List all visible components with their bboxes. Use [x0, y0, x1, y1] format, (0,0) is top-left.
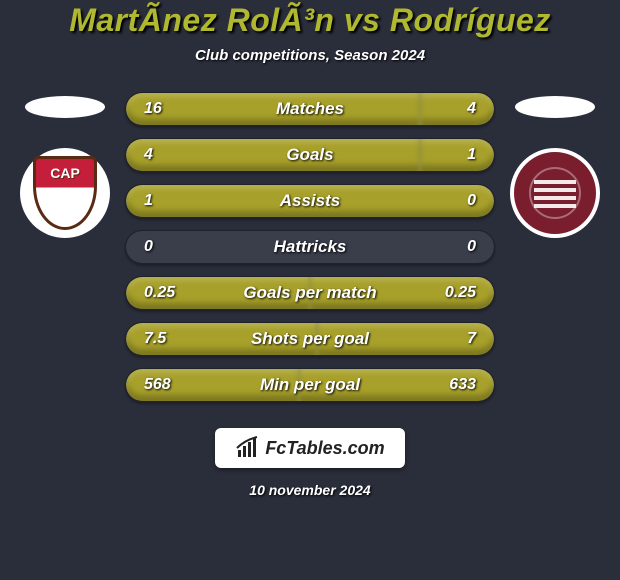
- chart-icon: [235, 436, 259, 460]
- right-flag-icon: [515, 96, 595, 118]
- stat-left-value: 7.5: [144, 330, 166, 348]
- left-flag-icon: [25, 96, 105, 118]
- stat-right-value: 1: [467, 146, 476, 164]
- club-emblem-icon: [528, 166, 582, 220]
- stat-row: Matches164: [125, 92, 495, 126]
- stat-row: Hattricks00: [125, 230, 495, 264]
- subtitle: Club competitions, Season 2024: [195, 47, 425, 64]
- stat-values: 568 633: [126, 376, 494, 394]
- stat-right-value: 4: [467, 100, 476, 118]
- date-text: 10 november 2024: [249, 482, 370, 498]
- left-side: CAP: [15, 92, 115, 238]
- stat-left-value: 568: [144, 376, 171, 394]
- main-row: CAP Matches164Goals41Assists10Hattricks0…: [0, 92, 620, 402]
- stat-left-value: 4: [144, 146, 153, 164]
- stat-row: Min per goal568633: [125, 368, 495, 402]
- stat-row: Shots per goal7.57: [125, 322, 495, 356]
- page-title: MartÃ­nez RolÃ³n vs Rodríguez: [69, 2, 551, 39]
- stat-row: Goals per match0.250.25: [125, 276, 495, 310]
- stat-right-value: 7: [467, 330, 476, 348]
- stat-left-value: 0.25: [144, 284, 175, 302]
- brand-text: FcTables.com: [265, 438, 384, 459]
- stat-values: 7.57: [126, 330, 494, 348]
- stats-column: Matches164Goals41Assists10Hattricks00Goa…: [125, 92, 495, 402]
- stat-left-value: 1: [144, 192, 153, 210]
- stat-values: 0.25 0.25: [126, 284, 494, 302]
- left-club-logo: CAP: [20, 148, 110, 238]
- stat-values: 41: [126, 146, 494, 164]
- left-logo-text: CAP: [50, 165, 80, 181]
- stat-left-value: 16: [144, 100, 162, 118]
- stat-left-value: 0: [144, 238, 153, 256]
- stat-right-value: 0: [467, 238, 476, 256]
- stat-right-value: 633: [449, 376, 476, 394]
- right-club-logo: [510, 148, 600, 238]
- stat-row: Goals41: [125, 138, 495, 172]
- comparison-card: MartÃ­nez RolÃ³n vs Rodríguez Club compe…: [0, 0, 620, 580]
- stat-row: Assists10: [125, 184, 495, 218]
- right-side: [505, 92, 605, 238]
- stat-values: 10: [126, 192, 494, 210]
- shield-icon: CAP: [33, 156, 97, 230]
- brand-badge[interactable]: FcTables.com: [215, 428, 404, 468]
- stat-right-value: 0.25: [445, 284, 476, 302]
- stat-right-value: 0: [467, 192, 476, 210]
- stat-values: 00: [126, 238, 494, 256]
- stat-values: 16 4: [126, 100, 494, 118]
